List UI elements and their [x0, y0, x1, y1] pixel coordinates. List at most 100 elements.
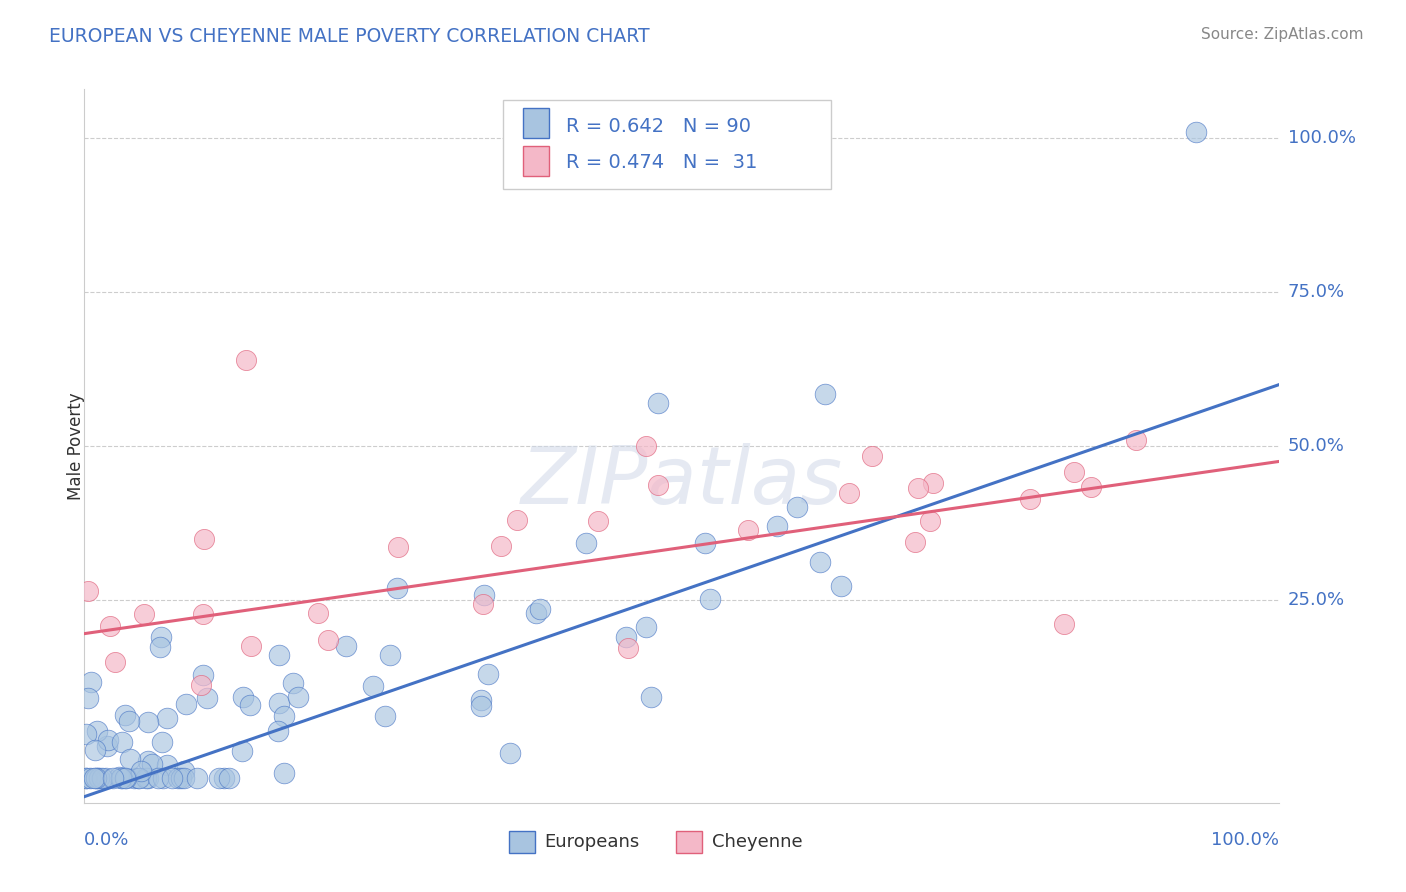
Text: R = 0.642   N = 90: R = 0.642 N = 90: [567, 117, 751, 136]
Text: EUROPEAN VS CHEYENNE MALE POVERTY CORRELATION CHART: EUROPEAN VS CHEYENNE MALE POVERTY CORREL…: [49, 27, 650, 45]
Point: [387, 540, 409, 554]
Point: [75, 727, 97, 741]
Point: [218, 771, 240, 785]
Point: [135, 771, 157, 785]
Point: [156, 758, 179, 772]
Y-axis label: Male Poverty: Male Poverty: [67, 392, 84, 500]
Point: [128, 771, 150, 785]
Point: [129, 764, 152, 778]
Point: [640, 690, 662, 705]
Point: [86, 723, 108, 738]
Point: [127, 771, 149, 785]
Point: [76, 583, 98, 598]
Point: [918, 514, 941, 528]
Point: [114, 708, 136, 723]
Point: [472, 588, 495, 602]
Text: 100.0%: 100.0%: [1288, 129, 1355, 147]
Point: [499, 746, 522, 760]
Point: [1185, 125, 1208, 139]
Point: [80, 675, 103, 690]
Point: [91, 771, 114, 785]
Point: [136, 754, 159, 768]
Point: [208, 771, 231, 785]
Point: [699, 592, 721, 607]
Point: [83, 771, 105, 785]
Point: [647, 477, 669, 491]
Point: [471, 598, 494, 612]
Point: [860, 449, 883, 463]
Point: [808, 555, 831, 569]
Point: [235, 352, 257, 367]
Point: [267, 723, 290, 738]
Point: [614, 630, 637, 644]
Point: [786, 500, 808, 514]
Point: [273, 765, 295, 780]
Point: [617, 640, 640, 655]
Point: [108, 771, 131, 785]
FancyBboxPatch shape: [503, 100, 831, 189]
Point: [588, 515, 610, 529]
Point: [287, 690, 309, 704]
Point: [830, 579, 852, 593]
Point: [152, 771, 174, 785]
Point: [136, 715, 159, 730]
Point: [111, 771, 134, 785]
Point: [814, 386, 837, 401]
Point: [267, 648, 290, 662]
Point: [193, 532, 215, 546]
Point: [636, 439, 658, 453]
Point: [232, 690, 254, 705]
Point: [191, 668, 214, 682]
Text: Source: ZipAtlas.com: Source: ZipAtlas.com: [1201, 27, 1364, 42]
Point: [110, 771, 132, 785]
Point: [524, 606, 547, 620]
Point: [273, 709, 295, 723]
Point: [239, 698, 262, 713]
Point: [104, 655, 127, 669]
Point: [89, 771, 111, 785]
Point: [87, 771, 110, 785]
Point: [766, 519, 789, 533]
Point: [84, 771, 107, 785]
Point: [529, 602, 551, 616]
Point: [231, 744, 253, 758]
Point: [1080, 480, 1102, 494]
Point: [98, 619, 121, 633]
Text: 100.0%: 100.0%: [1212, 831, 1279, 849]
Point: [1018, 492, 1040, 507]
Point: [156, 711, 179, 725]
Point: [75, 771, 97, 785]
Point: [96, 739, 118, 754]
Point: [489, 539, 512, 553]
Point: [186, 771, 208, 785]
Point: [166, 771, 188, 785]
Point: [307, 606, 329, 620]
Point: [94, 771, 117, 785]
Point: [84, 771, 107, 785]
Point: [114, 771, 136, 785]
Point: [477, 667, 499, 681]
Point: [111, 735, 134, 749]
Point: [169, 771, 191, 785]
Text: ZIPatlas: ZIPatlas: [520, 442, 844, 521]
Point: [76, 691, 98, 706]
Point: [647, 396, 669, 410]
Point: [75, 771, 97, 785]
Point: [190, 678, 212, 692]
Text: 0.0%: 0.0%: [84, 831, 129, 849]
Point: [84, 742, 107, 756]
Point: [695, 536, 717, 550]
Text: R = 0.474   N =  31: R = 0.474 N = 31: [567, 153, 758, 172]
Point: [173, 771, 195, 785]
Point: [470, 699, 492, 714]
Point: [361, 679, 384, 693]
FancyBboxPatch shape: [676, 831, 702, 853]
Text: Cheyenne: Cheyenne: [711, 833, 803, 851]
Point: [97, 732, 120, 747]
Point: [212, 771, 235, 785]
Point: [904, 535, 927, 549]
Point: [374, 708, 396, 723]
Point: [922, 475, 945, 490]
Point: [1063, 465, 1085, 479]
Point: [505, 513, 527, 527]
